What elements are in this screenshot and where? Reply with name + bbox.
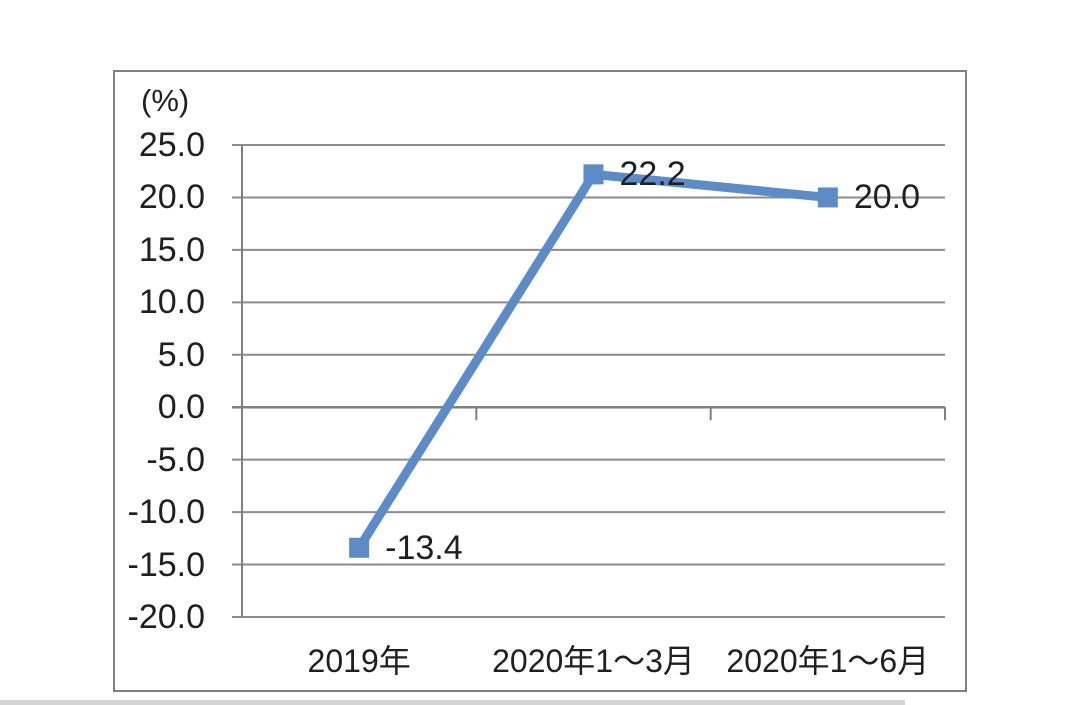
data-label: 20.0 xyxy=(853,178,921,217)
data-point-marker xyxy=(817,187,838,208)
y-tick-label: 25.0 xyxy=(138,126,205,164)
data-label: -13.4 xyxy=(385,528,463,567)
y-tick-label: 20.0 xyxy=(138,178,205,217)
y-tick-label: -5.0 xyxy=(146,440,205,479)
y-tick-label: -20.0 xyxy=(127,598,206,636)
data-point-marker xyxy=(583,164,604,185)
y-axis-unit-label: (%) xyxy=(141,83,190,118)
data-point-marker xyxy=(349,537,370,558)
series-line xyxy=(355,169,829,551)
y-tick-label: 10.0 xyxy=(138,283,205,322)
x-category-label: 2020年1～3月 xyxy=(492,643,695,679)
y-tick-label: 15.0 xyxy=(138,230,205,269)
x-category-label: 2020年1～6月 xyxy=(726,643,930,679)
y-tick-label: 5.0 xyxy=(157,335,205,374)
y-tick-label: -10.0 xyxy=(127,493,206,532)
y-tick-label: -15.0 xyxy=(127,545,206,584)
chart-border-frame xyxy=(113,70,967,692)
image-bottom-edge xyxy=(0,700,905,705)
x-category-label: 2019年 xyxy=(307,643,411,679)
data-label: 22.2 xyxy=(619,155,686,194)
y-tick-label: 0.0 xyxy=(157,388,205,427)
